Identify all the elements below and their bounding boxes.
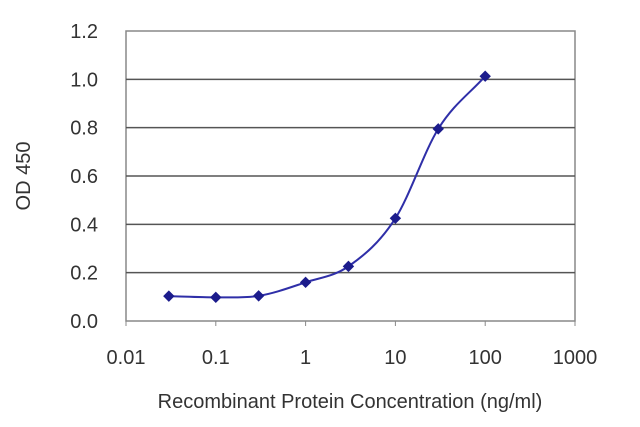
data-point-0 (163, 290, 175, 302)
gridlines (126, 78, 575, 274)
x-axis-ticks: 0.01 0.1 1 10 100 1000 (107, 321, 598, 369)
data-point-3 (299, 276, 312, 289)
data-point-1 (210, 291, 222, 304)
y-axis-ticks: 0.0 0.2 0.4 0.6 0.8 1.0 1.2 (70, 21, 98, 333)
y-tick-label: 1.2 (70, 21, 98, 43)
data-point-6 (432, 123, 444, 135)
y-tick-label: 0.0 (70, 311, 98, 333)
y-axis-title: OD 450 (13, 142, 35, 211)
y-tick-label: 0.8 (70, 118, 98, 140)
x-tick-label: 1000 (553, 347, 598, 369)
y-tick-label: 0.2 (70, 263, 98, 285)
y-tick-label: 1.0 (70, 69, 98, 91)
y-tick-label: 0.6 (70, 166, 98, 188)
data-point-4 (342, 260, 355, 273)
x-tick-label: 10 (384, 347, 406, 369)
data-point-5 (389, 212, 402, 224)
x-tick-label: 0.1 (202, 347, 230, 369)
y-tick-label: 0.4 (70, 214, 98, 236)
x-tick-label: 0.01 (107, 347, 146, 369)
data-point-7 (479, 70, 491, 82)
data-point-2 (252, 290, 265, 302)
x-tick-label: 100 (469, 347, 502, 369)
x-tick-label: 1 (300, 347, 311, 369)
x-axis-title: Recombinant Protein Concentration (ng/ml… (158, 391, 543, 413)
data-points (163, 70, 491, 304)
